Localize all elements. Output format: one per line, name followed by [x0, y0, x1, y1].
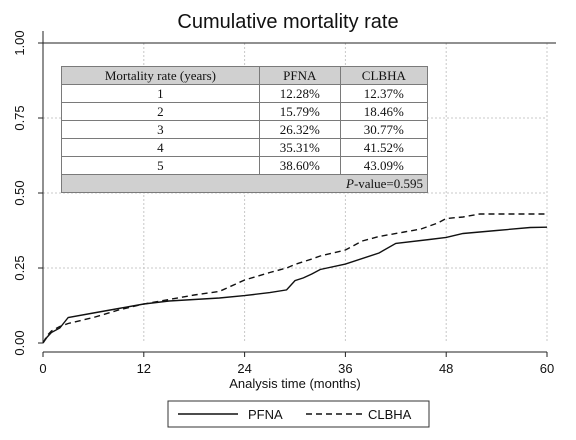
- table-header: Mortality rate (years): [61, 66, 260, 85]
- table-cell: 2: [61, 102, 260, 121]
- x-tick-label: 0: [39, 361, 46, 376]
- y-tick-label: 0.00: [12, 330, 27, 355]
- table-header: CLBHA: [339, 66, 429, 85]
- table-cell: 15.79%: [258, 102, 341, 121]
- table-cell: 12.37%: [339, 84, 429, 103]
- tick-labels: 0 12 24 36 48 600.000.250.500.751.00: [12, 30, 554, 376]
- legend: PFNA CLBHA: [167, 400, 430, 428]
- x-tick-label: 36: [338, 361, 352, 376]
- table-cell: 30.77%: [339, 120, 429, 139]
- x-tick-label: 48: [439, 361, 453, 376]
- y-tick-label: 0.25: [12, 255, 27, 280]
- table-cell: 38.60%: [258, 156, 341, 175]
- table-cell: 12.28%: [258, 84, 341, 103]
- chart-title: Cumulative mortality rate: [177, 11, 398, 33]
- table-cell: 3: [61, 120, 260, 139]
- series-line-clbha: [42, 213, 547, 344]
- y-tick-label: 0.50: [12, 180, 27, 205]
- table-row: 1 12.28% 12.37%: [61, 84, 429, 103]
- pvalue-row: P-value=0.595: [61, 174, 428, 193]
- y-tick-label: 1.00: [12, 30, 27, 55]
- table-header-row: Mortality rate (years) PFNA CLBHA: [61, 66, 429, 85]
- series-lines: [42, 213, 548, 344]
- axes: [38, 31, 556, 357]
- table-cell: 35.31%: [258, 138, 341, 157]
- pvalue-text: -value=0.595: [353, 175, 423, 191]
- y-tick-label: 0.75: [12, 105, 27, 130]
- pvalue-cell: P-value=0.595: [61, 174, 428, 193]
- table-cell: 1: [61, 84, 260, 103]
- x-tick-label: 12: [137, 361, 151, 376]
- table-cell: 5: [61, 156, 260, 175]
- legend-label-pfna: PFNA: [248, 407, 283, 422]
- x-axis-label: Analysis time (months): [229, 376, 360, 391]
- table-cell: 18.46%: [339, 102, 429, 121]
- x-tick-label: 24: [237, 361, 251, 376]
- table-row: 5 38.60% 43.09%: [61, 156, 429, 175]
- table-row: 3 26.32% 30.77%: [61, 120, 429, 139]
- table-cell: 26.32%: [258, 120, 341, 139]
- table-row: 4 35.31% 41.52%: [61, 138, 429, 157]
- table-cell: 41.52%: [339, 138, 429, 157]
- table-header: PFNA: [258, 66, 341, 85]
- mortality-table: Mortality rate (years) PFNA CLBHA 1 12.2…: [61, 66, 429, 193]
- table-cell: 43.09%: [339, 156, 429, 175]
- series-line-pfna: [42, 226, 548, 344]
- pvalue-key: P: [345, 175, 354, 191]
- x-tick-label: 60: [540, 361, 554, 376]
- table-cell: 4: [61, 138, 260, 157]
- legend-label-clbha: CLBHA: [368, 407, 412, 422]
- table-row: 2 15.79% 18.46%: [61, 102, 429, 121]
